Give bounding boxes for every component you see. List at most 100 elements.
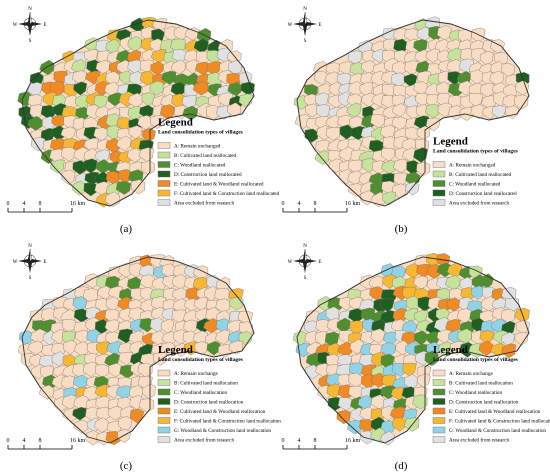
village (393, 158, 409, 174)
village (445, 275, 461, 291)
village (216, 105, 231, 120)
village (96, 341, 110, 356)
compass-s: S (29, 39, 32, 44)
legend-swatch (157, 388, 171, 396)
panel-label: (a) (120, 223, 133, 235)
village (105, 296, 120, 312)
village (83, 182, 98, 197)
village (105, 431, 121, 446)
village (193, 38, 209, 54)
village (139, 104, 154, 119)
village (393, 172, 408, 187)
village (227, 82, 243, 97)
compass-e: E (318, 260, 321, 265)
village (193, 296, 209, 311)
village (96, 285, 113, 300)
village (349, 320, 364, 335)
village (196, 28, 211, 44)
village (480, 50, 494, 66)
legend-swatch (157, 417, 171, 424)
village (436, 81, 451, 97)
village (391, 60, 407, 76)
village (105, 171, 121, 185)
legend-swatch (157, 398, 171, 405)
scale-label: 8 (314, 201, 317, 207)
legend-label: C: Woodland reallocated (449, 182, 501, 188)
legend-swatch (432, 398, 446, 405)
village (325, 306, 340, 322)
legend-label: G: Woodland & Construction land realloca… (449, 428, 546, 434)
village (137, 362, 153, 378)
legend-subtitle: Land consolidation types of villages (433, 149, 519, 155)
compass-ring (298, 17, 312, 31)
village (206, 61, 221, 76)
village (72, 407, 87, 421)
village (74, 341, 89, 357)
village (72, 160, 87, 175)
village (41, 307, 56, 323)
village (501, 309, 516, 324)
legend-title: Legend (158, 344, 193, 356)
village (104, 81, 120, 97)
village (150, 330, 166, 346)
village (380, 430, 395, 446)
village (73, 419, 89, 434)
compass-n: N (303, 244, 307, 249)
village (95, 60, 111, 75)
scale-label: 4 (298, 438, 301, 444)
village (29, 309, 44, 324)
village (105, 38, 121, 54)
village (83, 288, 98, 303)
village (379, 124, 395, 140)
study-area-border (296, 256, 530, 444)
village (73, 81, 87, 96)
scale-label: 0 (282, 438, 285, 444)
village (347, 50, 362, 65)
legend-swatch (432, 407, 446, 415)
village (95, 364, 109, 378)
village (446, 59, 462, 74)
village (60, 126, 76, 141)
legend-swatch (157, 369, 171, 377)
village (72, 70, 87, 85)
village (489, 70, 505, 86)
legend-swatch (432, 379, 446, 386)
scale-label: 4 (23, 438, 26, 444)
village (195, 51, 210, 65)
village (104, 319, 120, 334)
compass-e: E (43, 23, 46, 28)
village (150, 115, 164, 129)
compass: N S E W (13, 244, 47, 281)
village (105, 137, 121, 153)
village (501, 63, 516, 77)
village (381, 160, 396, 175)
village (27, 115, 43, 131)
legend-title: Legend (433, 136, 468, 148)
village (215, 298, 231, 313)
village (413, 147, 428, 163)
village (128, 330, 144, 346)
village (380, 297, 395, 312)
village (95, 319, 109, 335)
village (142, 128, 156, 143)
village (325, 114, 341, 130)
village (346, 102, 362, 118)
village (119, 364, 135, 379)
compass-ring (298, 254, 312, 268)
legend-label: C: Woodland reallocated (174, 163, 226, 169)
legend-swatch (157, 161, 171, 168)
village (357, 395, 373, 411)
village (215, 329, 231, 345)
compass-w: W (288, 23, 293, 28)
village (61, 375, 76, 391)
legend-swatch (157, 426, 171, 434)
compass-w: W (288, 260, 293, 265)
village (501, 343, 516, 359)
scale-label: 16 km (70, 438, 86, 444)
village (127, 36, 142, 52)
legend-label: F: Cultivated land & Construction land r… (449, 419, 550, 425)
village (105, 71, 120, 86)
village (414, 49, 430, 64)
